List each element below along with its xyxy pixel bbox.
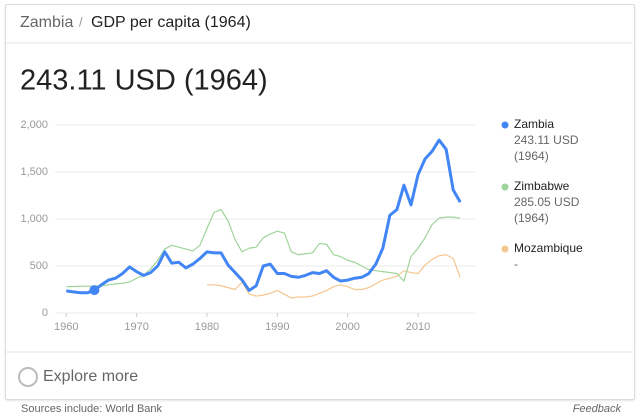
legend-value: 243.11 USD	[514, 133, 579, 147]
x-tick-label: 1990	[265, 321, 289, 333]
legend-marker	[501, 183, 509, 191]
y-tick-label: 0	[42, 307, 48, 319]
series-line	[206, 254, 461, 299]
breadcrumb-country[interactable]: Zambia	[20, 14, 73, 31]
x-tick-label: 1960	[54, 321, 78, 333]
legend-value: (1964)	[514, 211, 549, 225]
x-tick-label: 1970	[124, 321, 148, 333]
legend-label: Zimbabwe	[514, 179, 570, 193]
headline: 243.11 USD (1964)	[20, 65, 268, 97]
legend-value: 285.05 USD	[514, 195, 580, 209]
x-tick-label: 2000	[335, 321, 359, 333]
highlight-point	[89, 285, 100, 296]
breadcrumb-separator: /	[79, 14, 83, 29]
series-line	[66, 209, 461, 288]
y-tick-label: 1,500	[20, 166, 48, 178]
y-tick-label: 500	[30, 260, 48, 272]
x-tick-label: 2010	[406, 321, 430, 333]
explore-more[interactable]: Explore more	[43, 368, 138, 385]
y-tick-label: 2,000	[20, 119, 48, 131]
legend-label: Zambia	[514, 117, 554, 131]
card	[5, 4, 635, 400]
series-line	[66, 138, 462, 295]
x-tick-label: 1980	[195, 321, 219, 333]
breadcrumb-topic: GDP per capita (1964)	[91, 14, 251, 31]
legend-label: Mozambique	[514, 241, 583, 255]
globe-icon	[18, 367, 38, 387]
legend-marker	[501, 121, 509, 129]
y-tick-label: 1,000	[20, 213, 48, 225]
sources: Sources include: World Bank	[21, 403, 163, 415]
legend-value: -	[514, 257, 518, 271]
legend-value: (1964)	[514, 149, 549, 163]
legend-marker	[501, 245, 509, 253]
feedback[interactable]: Feedback	[573, 403, 622, 415]
